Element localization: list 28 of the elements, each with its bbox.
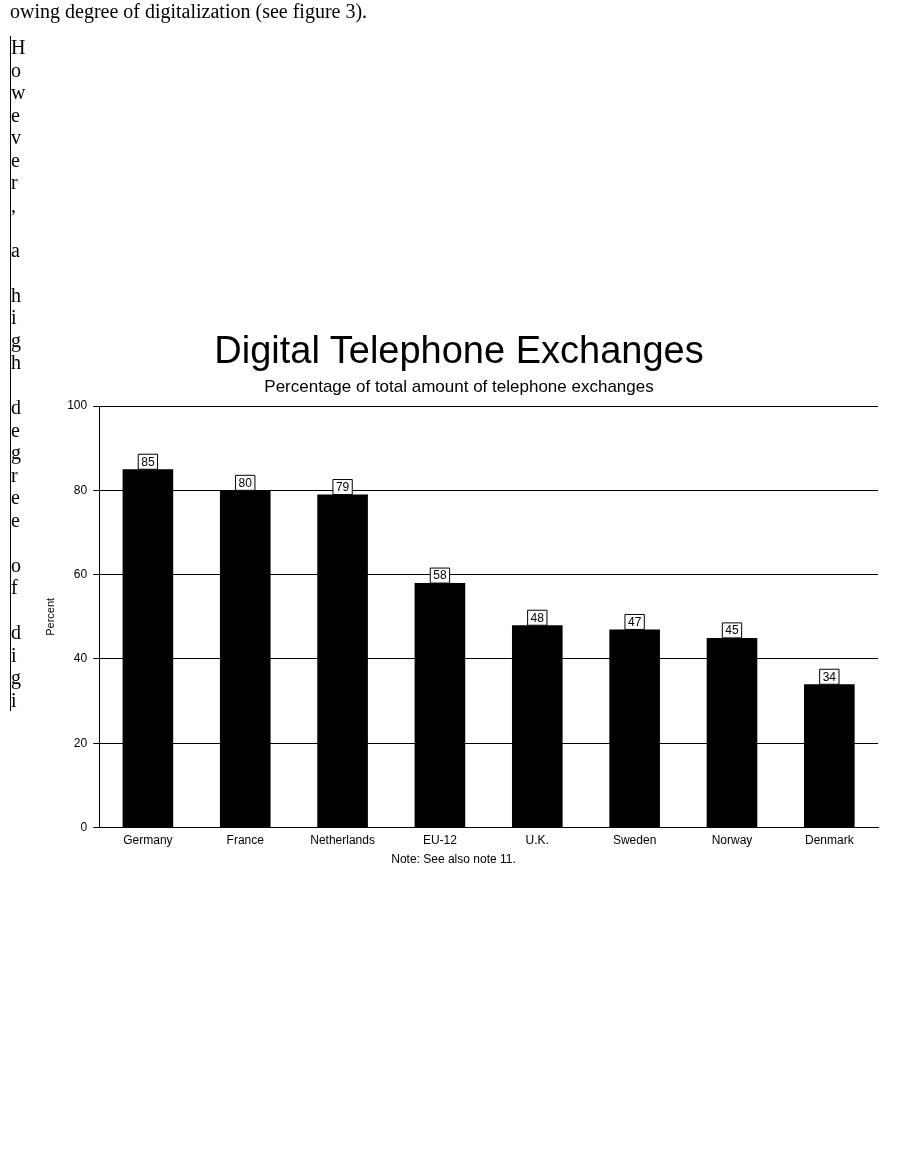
data-label: 45 xyxy=(725,623,739,638)
y-tick-label: 80 xyxy=(73,482,88,497)
text: However, a high degree of digi xyxy=(11,36,26,711)
data-label: 80 xyxy=(238,475,253,490)
text: owing degree of digitalization (see figure 3). xyxy=(10,0,368,23)
y-tick-label: 40 xyxy=(73,651,88,666)
data-label: 48 xyxy=(530,610,545,625)
x-tick-label: Norway xyxy=(711,833,753,848)
y-tick-label: 20 xyxy=(73,735,88,750)
data-label: 47 xyxy=(627,614,642,629)
x-tick-label: EU-12 xyxy=(422,833,458,848)
x-tick-label: U.K. xyxy=(525,833,549,848)
chart-subtitle: Percentage of total amount of telephone exchanges xyxy=(264,377,654,397)
text: Note: See also note 11. xyxy=(390,852,517,866)
y-tick-label: 0 xyxy=(80,819,88,834)
y-tick-label: 100 xyxy=(67,398,88,413)
x-tick-label: France xyxy=(226,833,265,848)
x-tick-label: Netherlands xyxy=(310,833,375,848)
y-tick-label: 60 xyxy=(73,566,88,581)
data-label: 79 xyxy=(335,479,350,494)
x-tick-label: Germany xyxy=(123,833,173,848)
data-label: 58 xyxy=(433,568,447,583)
x-tick-label: Sweden xyxy=(612,833,657,848)
x-tick-label: Denmark xyxy=(804,833,855,848)
chart-title: Digital Telephone Exchanges xyxy=(214,329,704,372)
data-label: 34 xyxy=(822,669,837,684)
data-label: 85 xyxy=(141,454,155,469)
y-axis-title: Percent xyxy=(43,597,56,636)
